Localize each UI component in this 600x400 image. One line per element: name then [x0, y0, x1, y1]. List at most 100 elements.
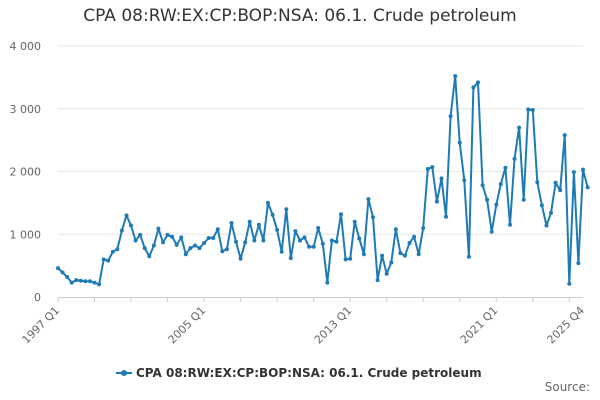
data-point[interactable] — [270, 212, 275, 217]
data-point[interactable] — [261, 238, 266, 243]
data-point[interactable] — [78, 278, 83, 283]
data-point[interactable] — [238, 256, 243, 261]
data-point[interactable] — [352, 219, 357, 224]
data-point[interactable] — [466, 254, 471, 259]
data-point[interactable] — [471, 85, 476, 90]
data-point[interactable] — [279, 249, 284, 254]
data-point[interactable] — [256, 222, 261, 227]
data-point[interactable] — [243, 240, 248, 245]
data-point[interactable] — [403, 253, 407, 258]
data-point[interactable] — [220, 249, 225, 254]
data-point[interactable] — [320, 241, 325, 246]
data-point[interactable] — [581, 167, 585, 172]
data-point[interactable] — [234, 239, 238, 244]
data-point[interactable] — [266, 200, 270, 205]
data-point[interactable] — [430, 165, 435, 170]
data-point[interactable] — [439, 176, 444, 181]
data-point[interactable] — [526, 107, 531, 112]
data-point[interactable] — [101, 257, 106, 262]
data-point[interactable] — [539, 203, 544, 208]
data-point[interactable] — [110, 249, 115, 254]
data-point[interactable] — [74, 278, 79, 283]
data-point[interactable] — [92, 280, 97, 285]
data-point[interactable] — [147, 254, 152, 259]
data-point[interactable] — [88, 279, 92, 284]
data-point[interactable] — [530, 108, 535, 112]
data-point[interactable] — [384, 271, 389, 276]
data-point[interactable] — [284, 207, 289, 212]
data-point[interactable] — [151, 243, 156, 248]
data-point[interactable] — [156, 226, 161, 231]
data-point[interactable] — [206, 236, 211, 240]
data-point[interactable] — [558, 188, 563, 193]
data-point[interactable] — [106, 258, 111, 263]
data-point[interactable] — [503, 165, 508, 170]
data-point[interactable] — [462, 178, 467, 183]
data-point[interactable] — [585, 185, 590, 190]
data-point[interactable] — [448, 114, 453, 119]
data-point[interactable] — [494, 202, 499, 207]
data-point[interactable] — [115, 247, 120, 252]
data-point[interactable] — [521, 197, 526, 202]
data-point[interactable] — [302, 235, 307, 240]
data-point[interactable] — [348, 256, 353, 261]
data-point[interactable] — [252, 238, 257, 243]
data-point[interactable] — [142, 246, 147, 251]
data-point[interactable] — [193, 243, 197, 248]
data-point[interactable] — [571, 170, 576, 175]
data-point[interactable] — [567, 281, 572, 286]
data-point[interactable] — [174, 242, 179, 247]
data-point[interactable] — [562, 133, 567, 138]
data-point[interactable] — [476, 80, 480, 85]
data-point[interactable] — [288, 256, 293, 261]
data-point[interactable] — [293, 229, 298, 234]
data-point[interactable] — [188, 246, 193, 251]
data-point[interactable] — [425, 167, 430, 171]
data-point[interactable] — [407, 241, 412, 245]
data-point[interactable] — [138, 232, 143, 237]
data-point[interactable] — [247, 219, 252, 224]
data-point[interactable] — [380, 253, 385, 258]
data-point[interactable] — [124, 213, 129, 218]
data-point[interactable] — [553, 180, 558, 185]
data-point[interactable] — [512, 156, 517, 161]
data-point[interactable] — [275, 227, 280, 232]
data-point[interactable] — [421, 226, 426, 230]
data-point[interactable] — [215, 227, 220, 232]
data-point[interactable] — [416, 252, 421, 257]
data-point[interactable] — [334, 239, 339, 244]
data-point[interactable] — [544, 223, 549, 228]
data-point[interactable] — [183, 252, 188, 257]
data-point[interactable] — [224, 247, 229, 252]
data-point[interactable] — [480, 183, 485, 188]
data-point[interactable] — [508, 222, 512, 227]
data-point[interactable] — [179, 235, 184, 240]
data-point[interactable] — [97, 282, 102, 287]
data-point[interactable] — [357, 236, 362, 241]
data-point[interactable] — [457, 140, 462, 145]
data-point[interactable] — [366, 197, 371, 202]
data-point[interactable] — [202, 241, 207, 245]
data-point[interactable] — [83, 279, 88, 284]
data-point[interactable] — [56, 266, 60, 271]
data-point[interactable] — [393, 227, 398, 232]
data-point[interactable] — [339, 212, 343, 217]
data-point[interactable] — [535, 180, 540, 185]
legend[interactable]: CPA 08:RW:EX:CP:BOP:NSA: 06.1. Crude pet… — [116, 366, 482, 380]
data-point[interactable] — [361, 252, 366, 257]
data-point[interactable] — [325, 280, 330, 285]
data-point[interactable] — [311, 244, 316, 249]
data-point[interactable] — [161, 240, 165, 245]
data-point[interactable] — [343, 257, 348, 262]
data-point[interactable] — [129, 223, 133, 228]
data-point[interactable] — [229, 221, 234, 225]
data-point[interactable] — [211, 236, 216, 240]
data-point[interactable] — [398, 251, 403, 256]
data-point[interactable] — [371, 215, 375, 220]
data-point[interactable] — [165, 232, 170, 237]
data-point[interactable] — [170, 234, 175, 239]
data-point[interactable] — [60, 270, 65, 275]
data-point[interactable] — [549, 210, 553, 215]
data-point[interactable] — [517, 125, 522, 130]
data-point[interactable] — [119, 228, 124, 233]
